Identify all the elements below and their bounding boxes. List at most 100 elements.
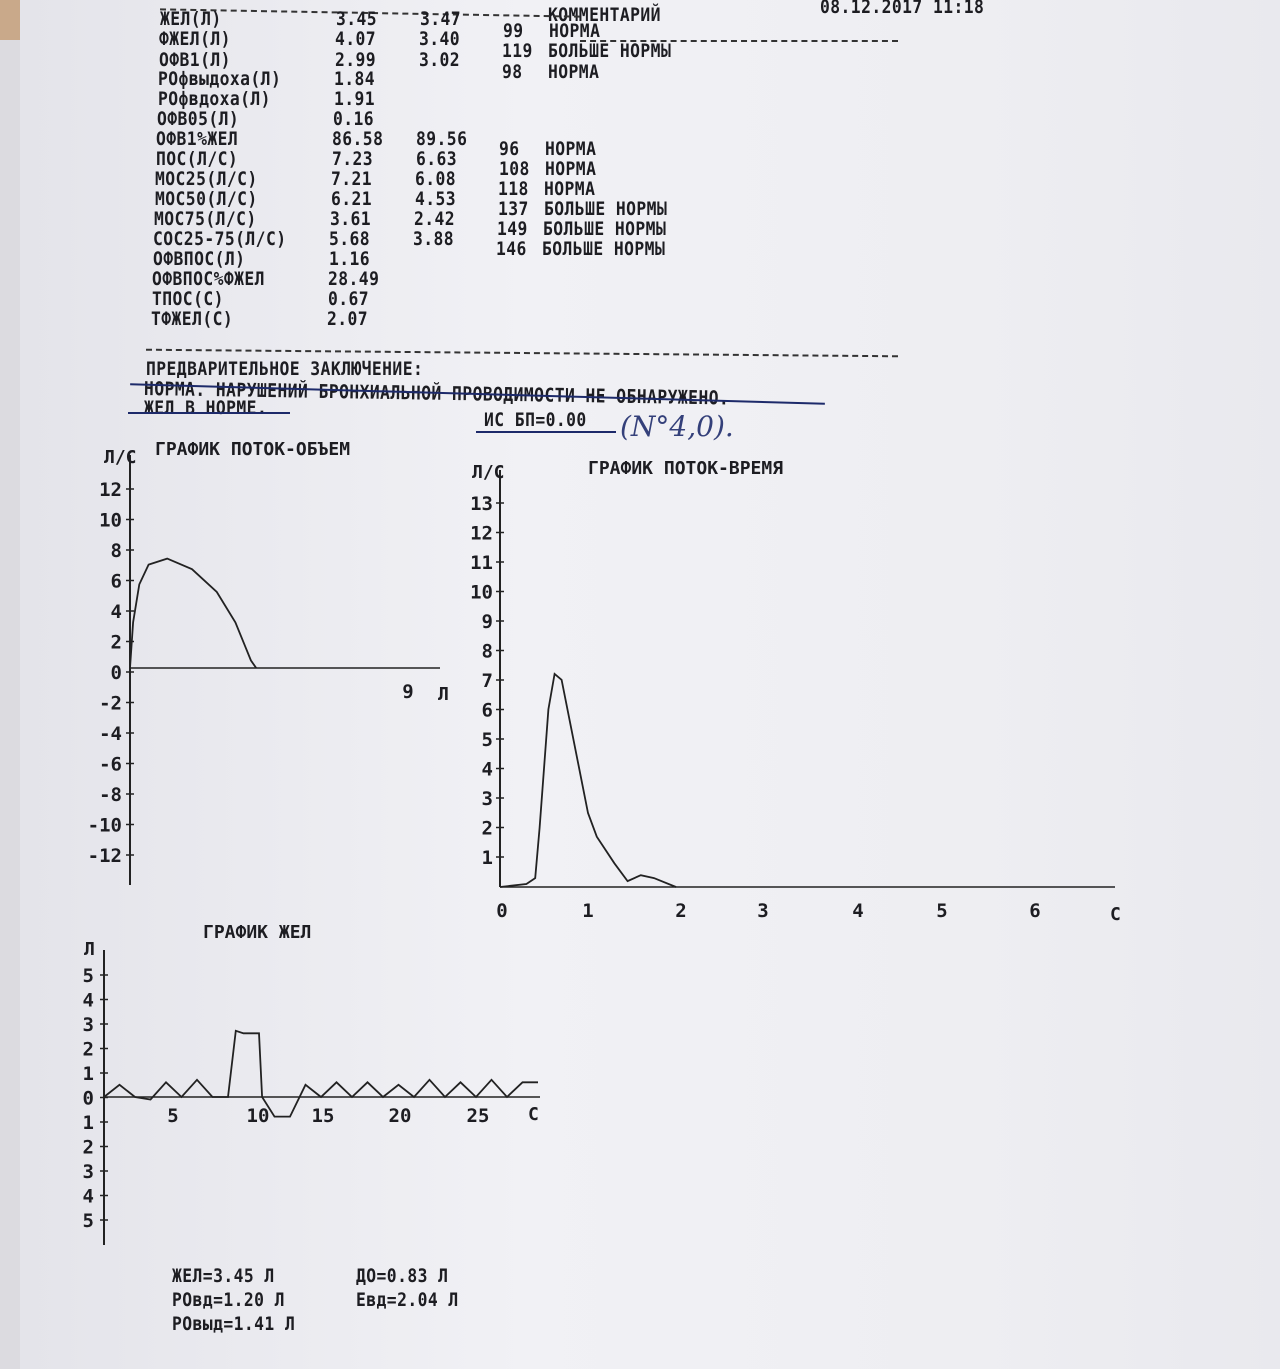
param-percent: 146 bbox=[496, 238, 528, 260]
y-tick-label: 0 bbox=[111, 662, 122, 684]
pen-underline bbox=[128, 412, 290, 414]
y-tick-label: -2 bbox=[99, 693, 122, 715]
param-value: 86.58 bbox=[332, 128, 384, 150]
param-value: 5.68 bbox=[329, 228, 371, 250]
y-tick-label: 13 bbox=[470, 493, 493, 515]
y-tick-label: 0 bbox=[83, 1088, 94, 1110]
param-predicted: 6.08 bbox=[415, 168, 457, 190]
param-name: РОфвдоха(Л) bbox=[157, 88, 271, 110]
x-tick-label: 20 bbox=[389, 1105, 412, 1127]
param-percent: 119 bbox=[502, 40, 534, 63]
x-axis-label: С bbox=[528, 1104, 539, 1125]
y-tick-label: 1 bbox=[83, 1112, 94, 1134]
y-tick-label: -8 bbox=[99, 784, 122, 806]
y-tick-label: 4 bbox=[482, 759, 493, 781]
param-predicted: 6.63 bbox=[415, 148, 457, 170]
param-percent: 99 bbox=[503, 20, 524, 42]
param-predicted: 2.42 bbox=[414, 208, 456, 230]
index-bp: ИС БП=0.00 bbox=[484, 409, 587, 431]
y-tick-label: 2 bbox=[111, 632, 122, 654]
summary-ic: Евд=2.04 Л bbox=[356, 1289, 459, 1311]
x-tick-label: 5 bbox=[167, 1105, 178, 1127]
param-name: ФЖЕЛ(Л) bbox=[159, 28, 232, 51]
y-tick-label: 10 bbox=[470, 582, 493, 604]
param-comment: БОЛЬШЕ НОРМЫ bbox=[542, 238, 666, 260]
param-percent: 98 bbox=[501, 60, 523, 83]
x-tick-label: 25 bbox=[467, 1105, 490, 1127]
y-tick-label: 9 bbox=[482, 611, 493, 633]
y-tick-label: -10 bbox=[88, 815, 122, 837]
param-value: 4.07 bbox=[335, 28, 377, 51]
param-predicted: 3.02 bbox=[418, 48, 460, 71]
handwritten-note: (N°4,0). bbox=[620, 410, 734, 443]
param-value: 28.49 bbox=[328, 268, 380, 290]
chart-title: ГРАФИК ПОТОК-ВРЕМЯ bbox=[588, 458, 783, 479]
param-percent: 108 bbox=[498, 158, 530, 180]
param-value: 1.91 bbox=[333, 88, 375, 110]
param-name: МОС50(Л/С) bbox=[154, 188, 258, 210]
y-tick-label: 5 bbox=[482, 729, 493, 751]
y-tick-label: 6 bbox=[111, 571, 122, 593]
y-tick-label: 5 bbox=[83, 965, 94, 987]
x-axis-label: Л bbox=[438, 684, 449, 705]
param-predicted: 4.53 bbox=[414, 188, 456, 210]
param-percent: 96 bbox=[499, 138, 520, 160]
y-tick-label: 8 bbox=[111, 540, 122, 562]
y-tick-label: 3 bbox=[83, 1014, 94, 1036]
divider bbox=[580, 40, 898, 42]
data-curve bbox=[129, 557, 257, 669]
param-name: МОС25(Л/С) bbox=[155, 168, 258, 190]
param-name: ОФВПОС%ФЖЕЛ bbox=[152, 268, 266, 290]
param-name: СОС25-75(Л/С) bbox=[153, 228, 287, 250]
y-tick-label: 6 bbox=[482, 700, 493, 722]
x-axis-label: С bbox=[1110, 904, 1121, 925]
y-tick-label: 3 bbox=[482, 788, 493, 810]
x-tick-label: 5 bbox=[936, 900, 947, 922]
x-tick-label: 2 bbox=[675, 900, 686, 922]
y-tick-label: 10 bbox=[99, 510, 122, 532]
param-value: 1.84 bbox=[334, 68, 376, 90]
x-tick-label: 15 bbox=[312, 1105, 335, 1127]
param-comment: БОЛЬШЕ НОРМЫ bbox=[543, 198, 667, 220]
param-value: 3.45 bbox=[336, 8, 378, 30]
y-tick-label: 1 bbox=[83, 1063, 94, 1085]
summary-erv: РОвыд=1.41 Л bbox=[172, 1313, 296, 1335]
chart-title: ГРАФИК ПОТОК-ОБЪЕМ bbox=[155, 439, 350, 460]
x-tick-label: 1 bbox=[582, 900, 593, 922]
y-axis-label: Л bbox=[84, 939, 95, 960]
y-tick-label: -4 bbox=[99, 723, 122, 745]
y-tick-label: 12 bbox=[99, 479, 122, 501]
param-comment: НОРМА bbox=[544, 158, 597, 180]
comment-header: КОММЕНТАРИЙ bbox=[548, 4, 661, 26]
data-curve bbox=[103, 1029, 538, 1118]
param-name: МОС75(Л/С) bbox=[154, 208, 257, 230]
y-tick-label: -12 bbox=[88, 845, 122, 867]
param-value: 0.16 bbox=[333, 108, 375, 130]
y-tick-label: 7 bbox=[482, 670, 493, 692]
param-name: ОФВ05(Л) bbox=[157, 108, 240, 130]
y-axis-label: Л/С bbox=[472, 462, 505, 483]
param-comment: БОЛЬШЕ НОРМЫ bbox=[548, 40, 672, 63]
x-tick-label: 6 bbox=[1029, 900, 1040, 922]
x-tick-label: 9 bbox=[402, 681, 413, 703]
param-value: 6.21 bbox=[330, 188, 372, 210]
data-curve bbox=[499, 672, 677, 888]
param-predicted: 3.40 bbox=[419, 28, 461, 51]
param-name: ТПОС(С) bbox=[151, 288, 224, 310]
param-predicted: 3.47 bbox=[420, 8, 462, 30]
param-predicted: 89.56 bbox=[416, 128, 468, 150]
y-tick-label: 4 bbox=[83, 990, 94, 1012]
param-value: 1.16 bbox=[328, 248, 370, 270]
y-axis-label: Л/С bbox=[104, 447, 137, 468]
param-value: 2.07 bbox=[327, 308, 369, 330]
x-tick-label: 3 bbox=[757, 900, 768, 922]
param-comment: НОРМА bbox=[547, 60, 600, 83]
y-tick-label: 8 bbox=[482, 641, 493, 663]
summary-vc: ЖЕЛ=3.45 Л bbox=[172, 1265, 275, 1287]
chart-title: ГРАФИК ЖЕЛ bbox=[203, 922, 311, 943]
conclusion-heading: ПРЕДВАРИТЕЛЬНОЕ ЗАКЛЮЧЕНИЕ: bbox=[146, 358, 424, 380]
param-comment: НОРМА bbox=[544, 178, 596, 200]
report-datetime: 08.12.2017 11:18 bbox=[820, 0, 985, 18]
param-name: РОфвыдоха(Л) bbox=[158, 68, 282, 90]
